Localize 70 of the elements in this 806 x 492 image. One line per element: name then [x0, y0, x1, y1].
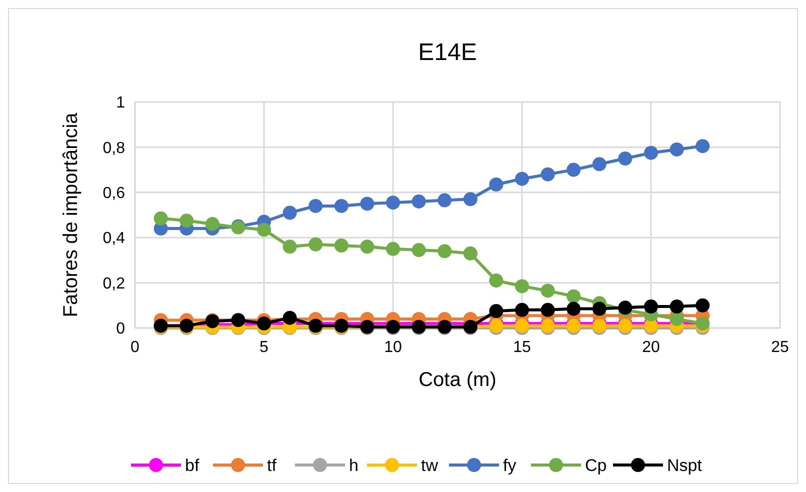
point [308, 198, 323, 213]
point [540, 302, 555, 317]
point [154, 211, 168, 226]
point [282, 240, 297, 254]
point [618, 152, 632, 166]
point [515, 172, 529, 186]
point [463, 246, 478, 260]
point [592, 318, 606, 333]
point [515, 279, 529, 294]
point [386, 196, 400, 210]
y-tick-label: 0,6 [102, 185, 126, 202]
chart-title: E14E [418, 39, 477, 66]
point [618, 318, 632, 333]
x-tick-label: 25 [771, 339, 789, 356]
x-tick-label: 20 [642, 339, 660, 356]
point [334, 238, 348, 253]
x-tick-label: 15 [513, 339, 531, 356]
legend-label: tw [421, 456, 439, 475]
y-tick-label: 0 [116, 320, 126, 338]
point [592, 157, 606, 172]
y-tick-label: 0,4 [102, 230, 126, 248]
point [566, 302, 581, 316]
point [644, 300, 658, 314]
point [412, 243, 426, 258]
point [696, 298, 710, 312]
point [540, 167, 555, 182]
point [489, 177, 504, 192]
point [412, 194, 426, 208]
legend-label: tf [267, 456, 277, 475]
point [489, 274, 504, 288]
y-axis-title: Fatores de importância [60, 112, 82, 318]
point [515, 318, 529, 333]
point [592, 302, 606, 316]
point [489, 318, 504, 333]
point [438, 193, 452, 208]
point [360, 196, 374, 211]
point [489, 304, 504, 318]
point [670, 312, 684, 326]
point [566, 289, 581, 304]
point [670, 300, 684, 314]
x-tick-label: 0 [130, 339, 140, 356]
point [540, 318, 555, 333]
legend-label: h [349, 456, 358, 475]
point [308, 237, 323, 252]
point [566, 318, 581, 333]
x-tick-label: 10 [384, 339, 402, 356]
legend-label: Nspt [667, 456, 702, 475]
x-axis-title: Cota (m) [418, 369, 496, 391]
y-tick-label: 0,8 [102, 140, 126, 157]
point [515, 302, 529, 317]
point [644, 146, 658, 160]
y-tick-label: 0,2 [102, 275, 126, 292]
point [334, 198, 348, 213]
legend-label: fy [503, 456, 517, 475]
point [670, 142, 684, 156]
x-tick-label: 5 [260, 339, 269, 356]
point [282, 206, 297, 220]
legend-label: bf [185, 456, 200, 475]
point [566, 162, 581, 177]
legend-label: Cp [585, 456, 607, 475]
point [257, 222, 271, 237]
point [438, 244, 452, 258]
point [463, 192, 478, 206]
point [180, 214, 194, 228]
point [696, 139, 710, 154]
point [205, 217, 220, 232]
point [540, 284, 555, 298]
point [386, 242, 400, 256]
point [360, 240, 374, 254]
y-tick-label: 1 [116, 94, 126, 112]
